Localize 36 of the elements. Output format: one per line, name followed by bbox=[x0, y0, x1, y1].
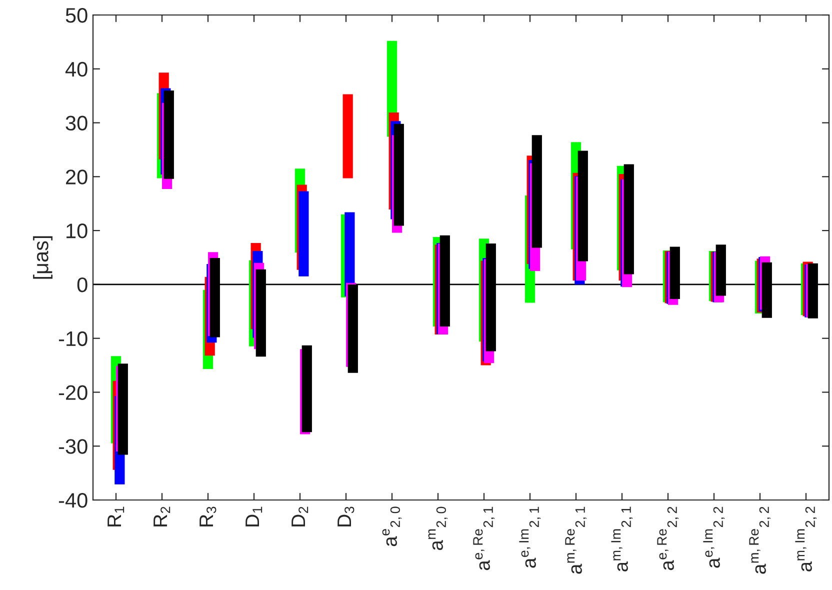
y-tick-label: 40 bbox=[65, 62, 88, 77]
x-tick-label: a$^{m,Im}$$_{2,1}$ bbox=[611, 506, 633, 572]
x-tick-label: R$_{3}$ bbox=[200, 506, 216, 526]
x-tick-label: R$_{2}$ bbox=[154, 506, 170, 526]
bar bbox=[118, 364, 128, 455]
y-axis-title: [μas] bbox=[33, 236, 52, 279]
x-tick-label: R$_{1}$ bbox=[108, 506, 124, 526]
y-tick-label: -30 bbox=[58, 439, 88, 454]
y-tick-label: 30 bbox=[66, 116, 88, 131]
bar bbox=[394, 124, 404, 226]
x-tick-label: D$_{1}$ bbox=[246, 506, 262, 526]
x-tick-label: a$^{e,Im}$$_{2,1}$ bbox=[519, 506, 541, 568]
x-tick-label: a$^{m,Re}$$_{2,1}$ bbox=[565, 506, 587, 574]
x-tick-label: a$^{e,Im}$$_{2,2}$ bbox=[703, 506, 725, 568]
y-tick-label: -40 bbox=[58, 493, 88, 508]
bar bbox=[298, 191, 309, 276]
x-tick-label: a$^{e}$$_{2,0}$ bbox=[382, 506, 402, 546]
bar bbox=[532, 135, 542, 248]
bar bbox=[164, 90, 174, 179]
x-tick-label: a$^{m,Im}$$_{2,2}$ bbox=[795, 506, 817, 572]
x-tick-label: a$^{e,Re}$$_{2,1}$ bbox=[473, 506, 495, 570]
y-tick-label: 20 bbox=[66, 170, 88, 184]
x-tick-label: D$_{2}$ bbox=[292, 506, 308, 526]
y-tick-label: -20 bbox=[58, 385, 88, 400]
bar bbox=[302, 345, 312, 432]
x-tick-label: D$_{3}$ bbox=[338, 506, 354, 526]
bar bbox=[578, 150, 588, 262]
y-tick-label: 50 bbox=[66, 8, 88, 23]
x-tick-label: a$^{e,Re}$$_{2,2}$ bbox=[657, 506, 679, 570]
y-tick-label: -10 bbox=[58, 331, 88, 346]
x-tick-label: a$^{m}$$_{2,0}$ bbox=[428, 506, 448, 550]
x-tick-label: a$^{m,Re}$$_{2,2}$ bbox=[749, 506, 771, 574]
y-tick-label: 10 bbox=[66, 224, 88, 238]
y-tick-label: 0 bbox=[77, 277, 88, 292]
bar bbox=[624, 164, 634, 274]
bar bbox=[342, 94, 353, 178]
